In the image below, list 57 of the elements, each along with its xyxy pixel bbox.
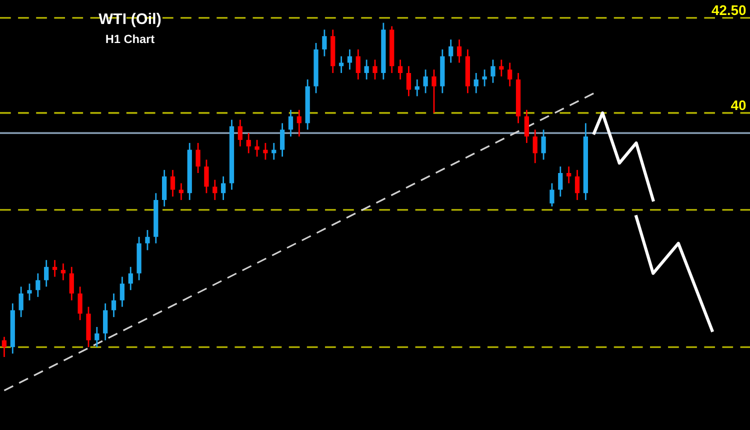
candlestick xyxy=(246,132,251,154)
text: WTI (Oil) xyxy=(98,12,161,28)
candlestick xyxy=(111,292,116,318)
candlestick xyxy=(524,109,530,144)
candlestick xyxy=(170,169,176,198)
candlestick xyxy=(550,182,554,208)
text: H1 Chart xyxy=(106,34,154,44)
candlestick xyxy=(338,56,344,74)
candlestick xyxy=(456,38,462,64)
candlestick xyxy=(398,58,403,80)
candlestick xyxy=(120,276,125,308)
candlestick xyxy=(296,109,302,138)
candlestick xyxy=(322,28,327,57)
candlestick xyxy=(178,182,184,201)
ref-line-label: 40 xyxy=(731,100,746,110)
candlestick xyxy=(372,58,378,80)
candlestick xyxy=(196,142,200,174)
candlestick xyxy=(18,286,24,318)
candlestick xyxy=(558,166,563,198)
candlestick xyxy=(103,302,108,341)
candlestick xyxy=(36,272,40,298)
candlestick xyxy=(238,119,242,148)
candlestick xyxy=(220,176,226,201)
candlestick xyxy=(474,72,478,94)
candlestick xyxy=(2,336,7,358)
candlestick xyxy=(508,62,512,87)
candlestick xyxy=(52,259,58,278)
candlestick xyxy=(448,38,454,64)
candlestick xyxy=(128,266,133,291)
candlestick xyxy=(44,259,49,288)
candlestick xyxy=(280,122,285,158)
candlestick xyxy=(532,128,538,164)
candlestick xyxy=(482,68,487,87)
candlestick xyxy=(406,65,412,97)
candlestick xyxy=(263,142,268,160)
candlestick xyxy=(499,58,504,78)
candlestick xyxy=(212,179,218,201)
candlestick xyxy=(254,139,260,158)
candlestick xyxy=(60,262,66,281)
candlestick xyxy=(94,326,100,348)
candlestick xyxy=(490,58,496,84)
candlestick xyxy=(347,48,352,70)
candlestick xyxy=(574,169,580,201)
ref-line-label: 42.50 xyxy=(712,5,746,16)
candlestick xyxy=(204,158,209,194)
candlestick xyxy=(162,169,167,208)
candlestick xyxy=(27,282,32,302)
candlestick xyxy=(356,48,360,80)
candlestick xyxy=(364,58,369,80)
candlestick xyxy=(145,229,150,251)
candlestick xyxy=(423,68,428,94)
candlestick xyxy=(288,109,294,138)
candlestick xyxy=(78,286,82,321)
candlestick xyxy=(69,266,74,302)
candlestick xyxy=(566,166,572,184)
candlestick xyxy=(541,128,546,160)
candlestick xyxy=(432,68,436,114)
